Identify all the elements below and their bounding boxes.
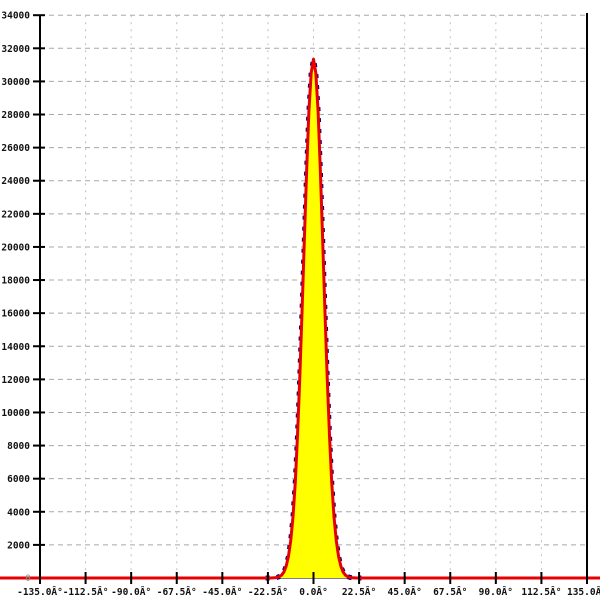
x-tick-label: 112.5Â° [521, 586, 561, 598]
x-tick-label: -90.0Â° [111, 586, 151, 598]
y-tick-label: 16000 [1, 309, 30, 320]
series-red-filled [0, 57, 600, 580]
y-tick-label: 26000 [1, 143, 30, 154]
x-tick-label: -22.5Â° [248, 586, 288, 598]
x-tick-label: 45.0Â° [388, 586, 422, 598]
y-tick-label: 8000 [7, 441, 30, 452]
y-tick-label: 24000 [1, 176, 30, 187]
tick-marks [33, 14, 588, 584]
y-tick-label: 14000 [1, 342, 30, 353]
x-tick-label: 90.0Â° [479, 586, 513, 598]
y-tick-label: 18000 [1, 276, 30, 287]
y-tick-label: 30000 [1, 77, 30, 88]
y-tick-label: 28000 [1, 110, 30, 121]
x-tick-label: -67.5Â° [157, 586, 197, 598]
y-tick-label: 6000 [7, 474, 30, 485]
tick-labels: 2000 4000 6000 8000 10000 12000 14000 16000 1800… [1, 11, 600, 598]
y-tick-label: 32000 [1, 44, 30, 55]
y-tick-label: 12000 [1, 375, 30, 386]
x-tick-label: 0.0Â° [299, 586, 328, 598]
y-tick-label: 20000 [1, 242, 30, 253]
x-tick-label: 135.0Â° [567, 586, 600, 598]
y-tick-label: 4000 [7, 507, 30, 518]
series [0, 56, 600, 581]
x-tick-label: -112.5Â° [63, 586, 109, 598]
origin-zero-label: 0 [25, 574, 30, 584]
y-tick-label: 2000 [7, 540, 30, 551]
y-tick-label: 34000 [1, 11, 30, 22]
y-tick-label: 10000 [1, 408, 30, 419]
x-tick-label: 67.5Â° [433, 586, 467, 598]
y-tick-label: 22000 [1, 209, 30, 220]
x-tick-label: -135.0Â° [17, 586, 63, 598]
x-tick-label: 22.5Â° [342, 586, 376, 598]
x-tick-label: -45.0Â° [202, 586, 242, 598]
